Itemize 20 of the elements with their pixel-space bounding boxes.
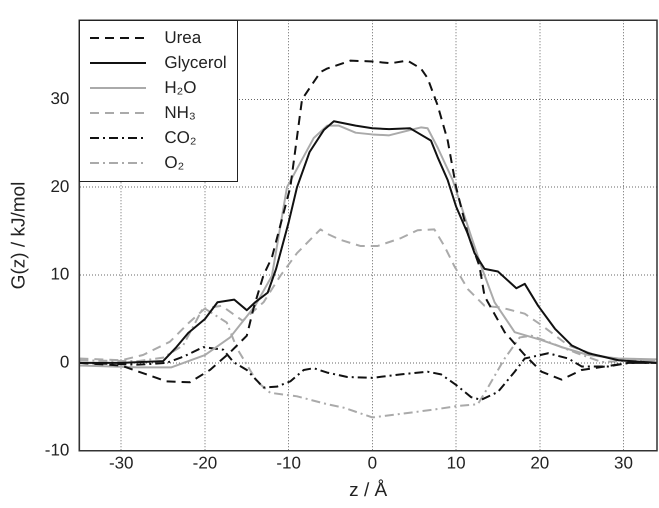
y-tick-label: 30 xyxy=(50,88,70,108)
y-axis-title: G(z) / kJ/mol xyxy=(8,182,30,290)
y-tick-label: 0 xyxy=(60,352,70,372)
legend-label: Urea xyxy=(164,28,202,48)
legend-label: O₂ xyxy=(164,152,184,173)
x-tick-label: 10 xyxy=(446,454,466,473)
x-tick-label: 20 xyxy=(530,454,550,473)
x-tick-label: 0 xyxy=(368,454,378,473)
y-tick-label: 10 xyxy=(50,264,70,284)
x-tick-label: -20 xyxy=(192,454,218,473)
x-tick-label: 30 xyxy=(614,454,633,473)
legend-label: CO₂ xyxy=(164,128,196,148)
legend-label: Glycerol xyxy=(164,52,227,73)
x-axis-title: z / Å xyxy=(349,478,388,501)
y-tick-label: -10 xyxy=(44,440,70,460)
legend-label: NH₃ xyxy=(164,102,196,123)
x-tick-label: -30 xyxy=(108,454,134,473)
legend-label: H₂O xyxy=(164,78,196,98)
y-tick-label: 20 xyxy=(50,176,70,196)
x-tick-label: -10 xyxy=(276,454,301,473)
